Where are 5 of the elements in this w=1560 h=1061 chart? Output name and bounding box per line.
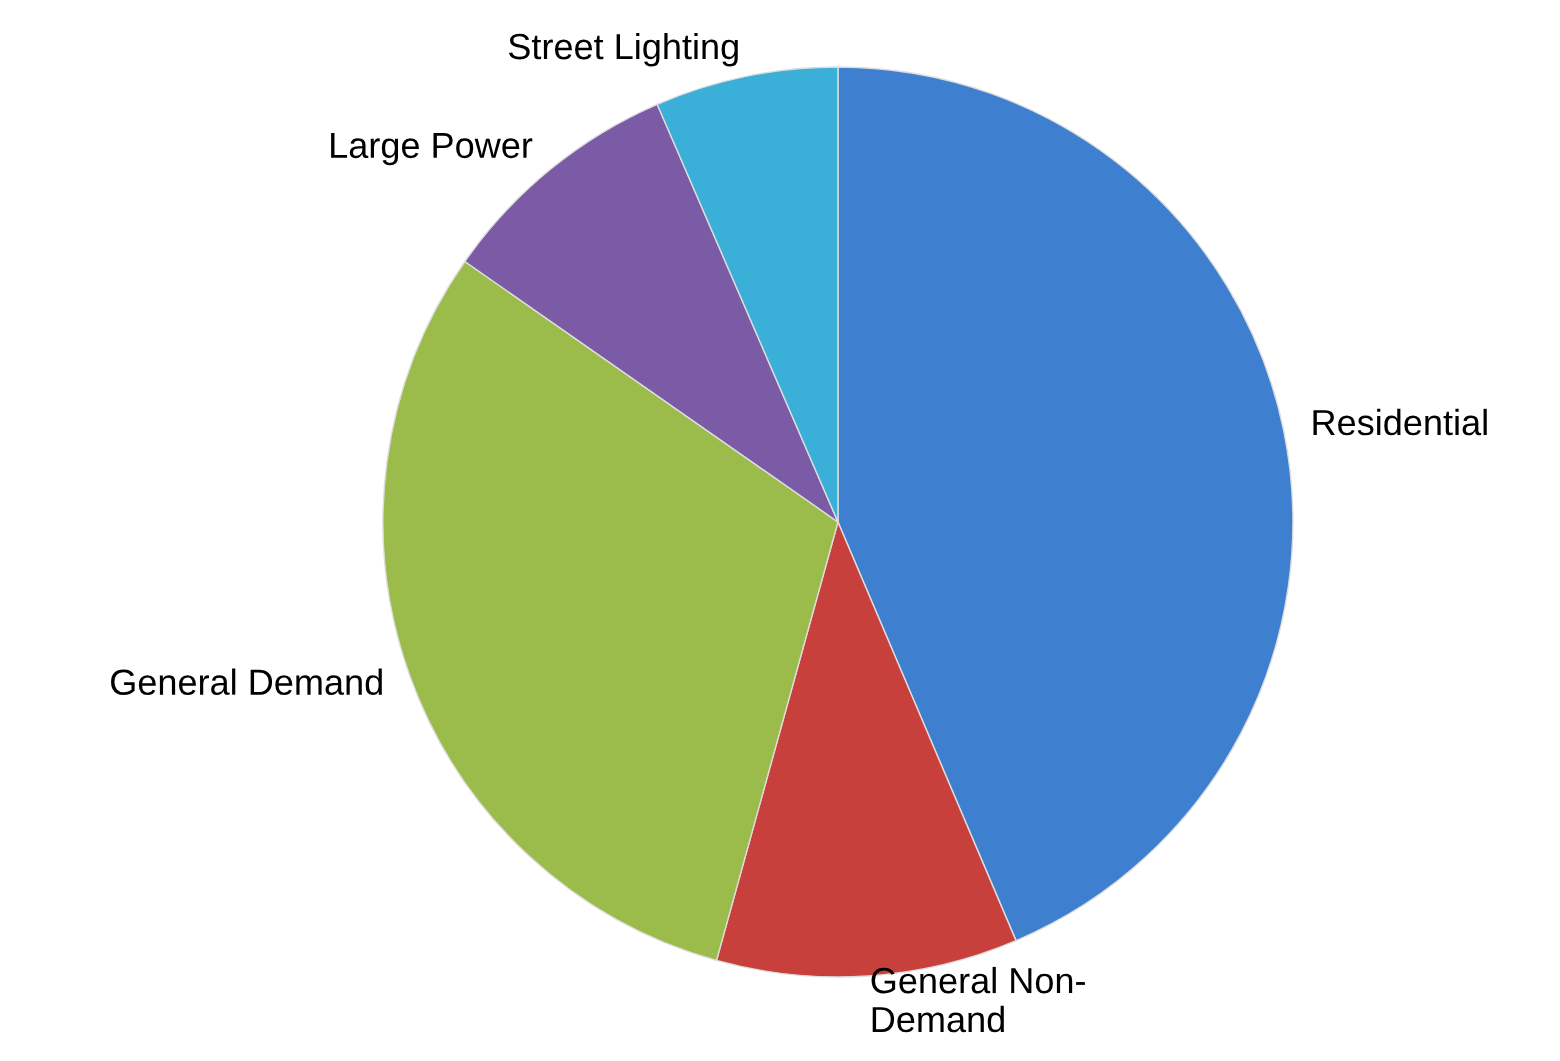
slice-label: Street Lighting — [508, 32, 738, 67]
slice-label: General Demand — [111, 668, 382, 696]
slice-label: General Non-Demand — [871, 966, 1085, 1033]
slice-label: Large Power — [331, 132, 533, 166]
slice-label: Residential — [1313, 408, 1487, 436]
